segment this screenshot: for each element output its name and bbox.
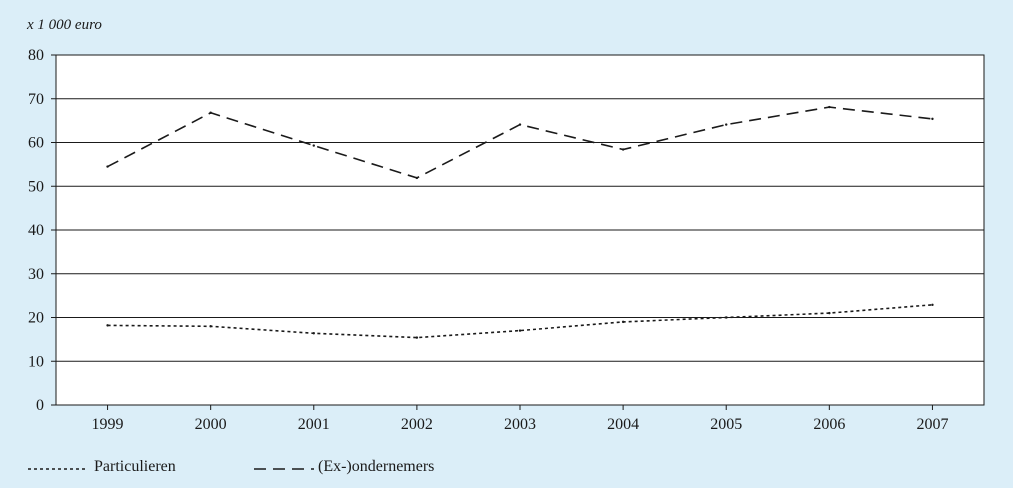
legend-label: Particulieren [94,458,176,475]
y-tick-label: 50 [28,178,44,195]
data-point [209,111,212,114]
y-tick-label: 40 [28,222,44,239]
data-point [931,117,934,121]
legend-swatch-dashed [254,468,314,470]
data-point [725,123,728,126]
data-point [621,148,625,151]
x-tick-label: 2001 [298,416,330,433]
gridlines [56,98,984,362]
data-point [931,303,934,307]
data-point [312,332,315,335]
x-tick-label: 2000 [195,416,227,433]
x-tick-label: 2004 [607,416,639,433]
data-point [828,105,831,109]
data-point [518,123,522,126]
y-tick-label: 0 [36,397,44,414]
y-unit-label: x 1 000 euro [27,17,102,33]
y-tick-label: 30 [28,266,44,283]
y-tick-label: 60 [28,135,44,152]
y-tick-label: 20 [28,310,44,327]
x-tick-label: 2003 [504,416,536,433]
legend-label: (Ex-)ondernemers [318,458,435,475]
legend-swatch-dotted [28,468,88,470]
data-point [106,165,109,168]
data-point [209,325,212,328]
data-point [621,320,625,324]
data-point [312,144,315,147]
data-point [106,324,109,327]
data-point [415,176,419,180]
data-point [415,336,419,339]
x-tick-label: 2002 [401,416,433,433]
series-lines [106,105,934,339]
y-tick-label: 10 [28,353,44,370]
data-point [518,329,522,332]
y-axis: 0 10 20 30 40 50 60 70 80 [28,47,56,414]
data-point [828,311,831,315]
x-tick-label: 2007 [916,416,948,433]
y-tick-label: 80 [28,47,44,64]
y-tick-label: 70 [28,91,44,108]
x-tick-label: 2006 [813,416,845,433]
x-tick-label: 2005 [710,416,742,433]
x-tick-label: 1999 [92,416,124,433]
x-axis: 1999 2000 2001 2002 2003 2004 2005 2006 2007 [92,405,948,433]
data-point [725,316,728,319]
